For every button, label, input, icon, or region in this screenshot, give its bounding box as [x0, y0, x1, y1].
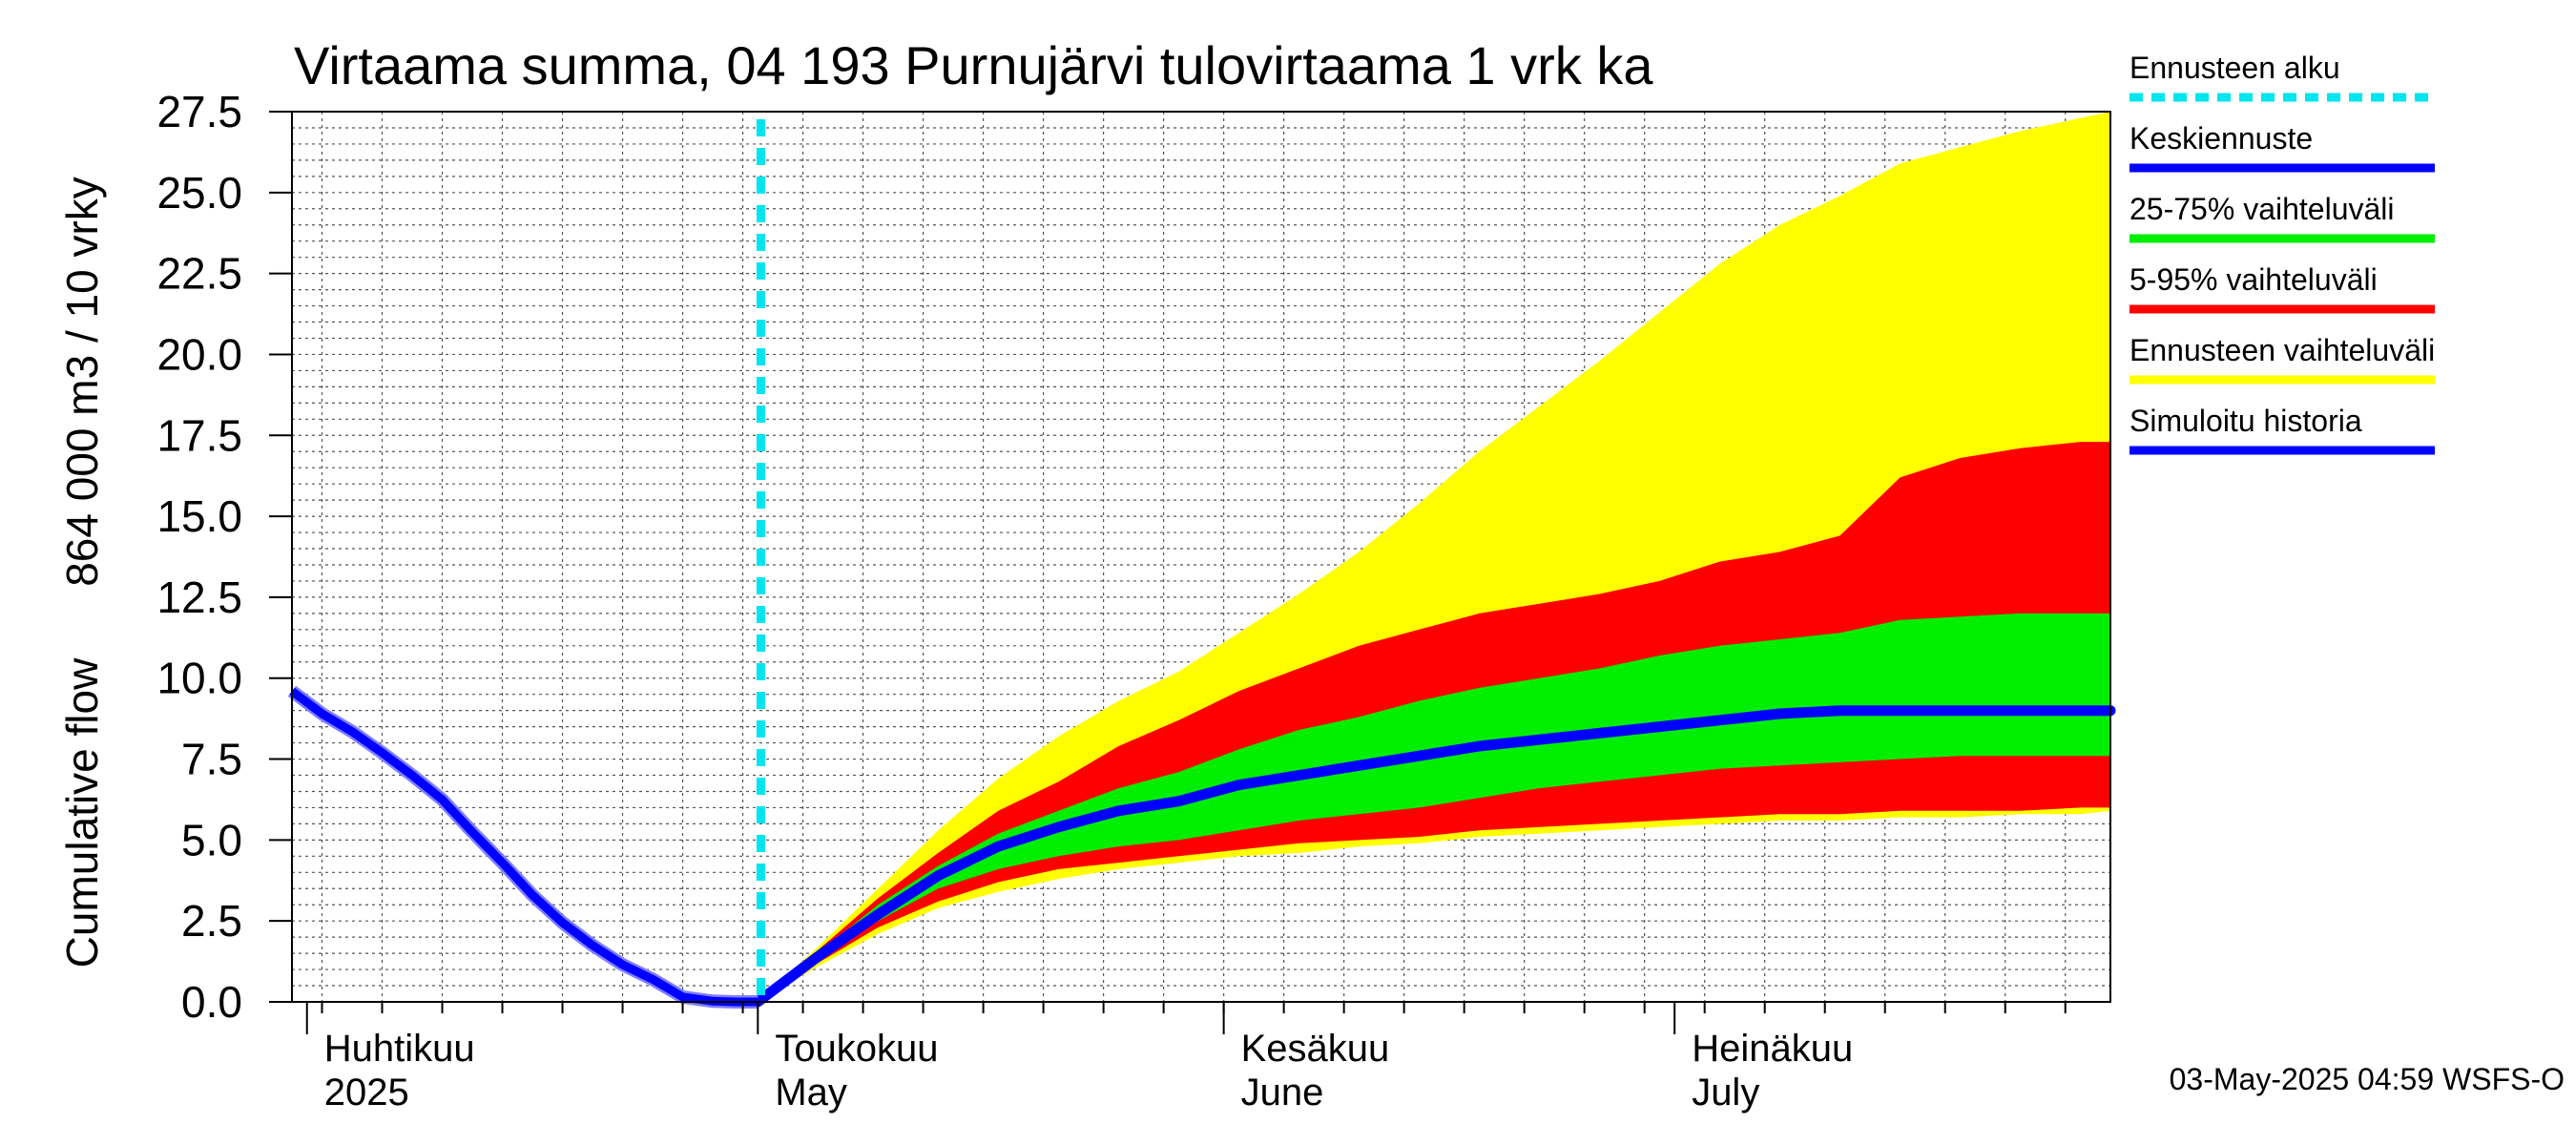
x-month-sublabel: 2025 [324, 1072, 409, 1114]
x-month-sublabel: May [775, 1072, 847, 1114]
x-month-label: Toukokuu [775, 1028, 938, 1070]
y-tick-label: 0.0 [181, 977, 242, 1027]
y-tick-label: 10.0 [156, 654, 242, 703]
plot-frame [291, 111, 2111, 1003]
y-axis-label-top: 864 000 m3 / 10 vrky [57, 177, 107, 587]
x-month-label: Kesäkuu [1241, 1028, 1390, 1070]
chart-title: Virtaama summa, 04 193 Purnujärvi tulovi… [294, 35, 1653, 95]
legend-label: 25-75% vaihteluväli [2129, 192, 2395, 226]
legend-label: Simuloitu historia [2129, 404, 2362, 438]
x-month-label: Heinäkuu [1692, 1028, 1853, 1070]
legend-label: Ennusteen alku [2129, 51, 2340, 85]
y-axis: 0.0 2.5 5.0 7.5 10.0 12.5 15.0 17.5 20.0 22.5 25.0… [156, 87, 292, 1027]
y-tick-label: 27.5 [156, 87, 242, 136]
y-tick-label: 20.0 [156, 329, 242, 379]
legend: Ennusteen alku Keskiennuste 25-75% vaihtel… [2129, 51, 2435, 455]
x-month-label: Huhtikuu [324, 1028, 475, 1070]
legend-label: 5-95% vaihteluväli [2129, 262, 2378, 297]
y-tick-label: 25.0 [156, 168, 242, 218]
y-tick-label: 7.5 [181, 735, 242, 784]
x-month-sublabel: June [1241, 1072, 1324, 1114]
median-line [752, 705, 2116, 1008]
legend-label: Keskiennuste [2129, 121, 2313, 156]
y-tick-label: 17.5 [156, 410, 242, 460]
y-tick-label: 22.5 [156, 249, 242, 299]
footer-timestamp: 03-May-2025 04:59 WSFS-O [2170, 1062, 2565, 1096]
y-tick-label: 15.0 [156, 491, 242, 541]
y-tick-label: 5.0 [181, 815, 242, 864]
x-month-sublabel: July [1692, 1072, 1759, 1114]
y-axis-label-bottom: Cumulative flow [57, 657, 107, 968]
history-line [289, 687, 758, 1007]
y-tick-label: 2.5 [181, 896, 242, 946]
legend-label: Ennusteen vaihteluväli [2129, 333, 2435, 367]
y-tick-label: 12.5 [156, 572, 242, 622]
